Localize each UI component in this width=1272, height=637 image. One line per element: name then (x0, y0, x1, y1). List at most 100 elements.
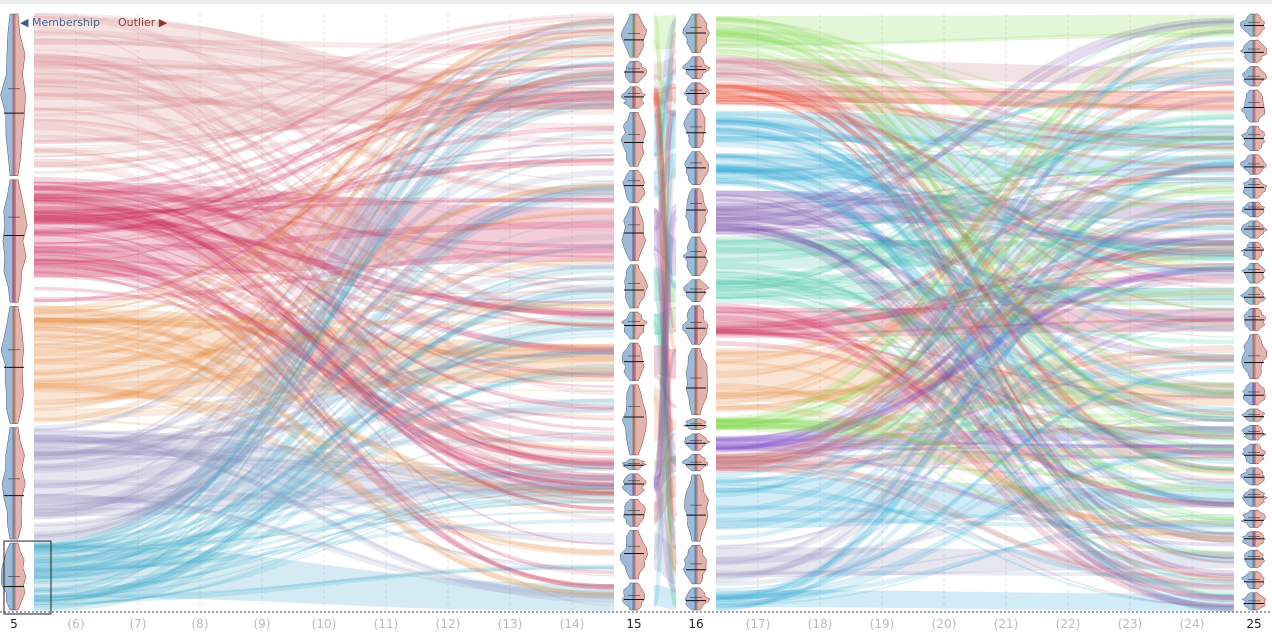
membership-violin (620, 13, 635, 58)
flow-thread (33, 17, 615, 457)
flow-thread (715, 487, 1235, 587)
flow-thread (33, 196, 615, 203)
flow-thread (715, 191, 1235, 423)
flow-thread (715, 75, 1235, 544)
flow-thread (33, 566, 615, 599)
flow-thread (715, 354, 1235, 464)
flow-thread (715, 125, 1235, 173)
flow-thread (715, 417, 1235, 492)
flow-thread (715, 306, 1235, 492)
flow-thread (33, 276, 615, 511)
flow-thread (33, 18, 615, 497)
flow-thread (715, 190, 1235, 299)
flow-ribbon (654, 83, 676, 106)
flow-thread (715, 114, 1235, 300)
outlier-violin (1253, 382, 1266, 406)
axis-ticks: 5 (6) (7) (8) (9) (10) (11) (12) (13) (14) 15 16 (17… (10, 617, 1261, 631)
flow-thread (33, 192, 615, 409)
tick-label: (21) (994, 617, 1019, 631)
outlier-violin (1253, 592, 1267, 611)
flow-thread (33, 78, 615, 315)
flow-thread (715, 517, 1235, 530)
flow-thread (33, 119, 615, 328)
flow-thread (715, 56, 1235, 256)
flow-thread (33, 321, 615, 599)
flow-ribbon (716, 476, 1234, 529)
flow-ribbon (716, 547, 1234, 578)
flow-thread (715, 134, 1235, 242)
flow-thread (715, 227, 1235, 612)
flow-thread (33, 245, 615, 421)
flow-ribbon (654, 455, 676, 470)
flow-thread (33, 430, 615, 489)
flow-thread (33, 382, 615, 557)
flow-thread (715, 461, 1235, 608)
flow-thread (715, 161, 1235, 514)
flow-thread (715, 17, 1235, 212)
flow-thread (715, 155, 1235, 472)
tick-label: (11) (374, 617, 399, 631)
flow-thread (715, 318, 1235, 336)
flow-thread (715, 317, 1235, 550)
flow-thread (653, 73, 677, 104)
flow-thread (715, 117, 1235, 277)
flow-thread (715, 100, 1235, 140)
flow-thread (715, 570, 1235, 577)
selected-cluster-box[interactable] (3, 540, 52, 615)
flow-thread (715, 422, 1235, 525)
flow-thread (715, 84, 1235, 472)
flow-thread (715, 203, 1235, 420)
flow-thread (33, 431, 615, 555)
flow-thread (715, 35, 1235, 522)
flow-thread (715, 199, 1235, 460)
flow-thread (33, 28, 615, 346)
flow-thread (715, 120, 1235, 471)
flow-thread (715, 155, 1235, 226)
flow-thread (715, 370, 1235, 596)
flow-thread (33, 264, 615, 571)
flow-thread (33, 318, 615, 355)
flow-thread (715, 177, 1235, 507)
flow-thread (715, 306, 1235, 601)
flow-thread (652, 184, 678, 289)
flow-thread (715, 81, 1235, 416)
flow-thread (33, 154, 615, 217)
flow-thread (652, 70, 678, 119)
outlier-violin (695, 305, 709, 345)
tick-label: (13) (498, 617, 523, 631)
flow-thread (715, 60, 1235, 389)
flow-thread (33, 29, 615, 100)
flow-thread (715, 217, 1235, 467)
flow-thread (651, 20, 679, 150)
flow-thread (650, 480, 680, 593)
legend-membership-label[interactable]: ◀ Membership (20, 16, 100, 29)
tick-label: (23) (1118, 617, 1143, 631)
flow-ribbon (654, 345, 676, 379)
flow-thread (715, 298, 1235, 314)
flow-thread (33, 92, 615, 144)
legend-outlier-label[interactable]: Outlier ▶ (117, 16, 168, 29)
flow-thread (715, 115, 1235, 507)
flow-thread (715, 120, 1235, 262)
flow-thread (715, 111, 1235, 205)
flow-thread (715, 190, 1235, 246)
flow-thread (715, 232, 1235, 469)
flow-thread (33, 486, 615, 590)
flow-thread (715, 310, 1235, 579)
flow-thread (33, 198, 615, 214)
membership-violin (1242, 382, 1255, 406)
flow-thread (715, 360, 1235, 558)
flow-thread (33, 73, 615, 377)
flow-thread (653, 86, 677, 95)
membership-violin (621, 206, 635, 262)
flow-thread (715, 127, 1235, 421)
flow-thread (33, 70, 615, 431)
flow-thread (715, 393, 1235, 473)
flow-thread (715, 58, 1235, 405)
flow-thread (33, 257, 615, 406)
flow-thread (715, 365, 1235, 458)
flow-thread (650, 210, 680, 488)
flow-thread (715, 252, 1235, 411)
flow-thread (715, 531, 1235, 576)
